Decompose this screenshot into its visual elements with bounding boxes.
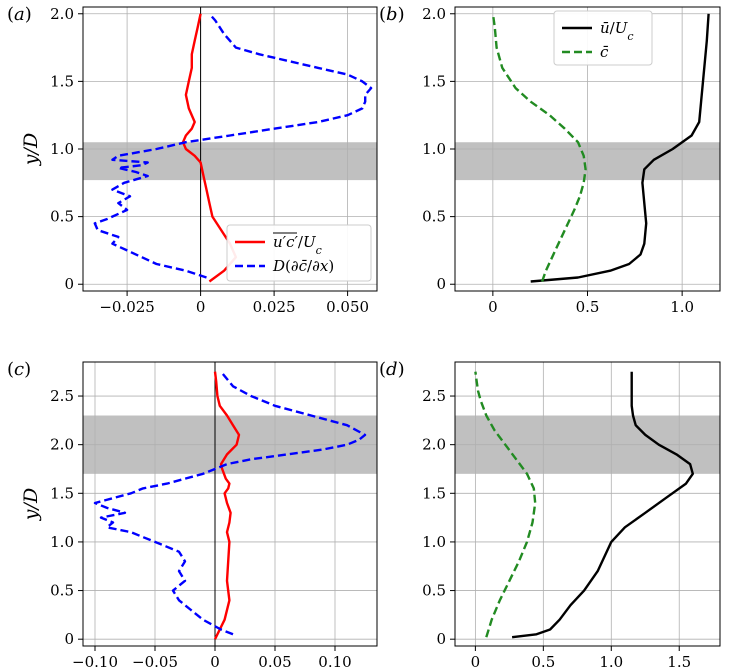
x-tick-label: 0 — [488, 298, 498, 316]
panel-a: −0.025 0 0.025 0.050 0 0.5 1.0 1.5 2.0 (a) y/D u′c′… — [7, 4, 378, 316]
x-tick-label: 1.0 — [670, 298, 694, 316]
y-axis-label: y/D — [20, 133, 42, 166]
y-tick-label: 1.5 — [50, 72, 74, 90]
legend-label: u′c′/Uc — [273, 233, 322, 257]
x-tick-label: 0.5 — [576, 298, 600, 316]
y-tick-label: 0.5 — [50, 582, 74, 600]
panel-label: (c) — [7, 359, 31, 380]
y-tick-label: 2.0 — [422, 5, 446, 23]
y-tick-label: 1.0 — [422, 140, 446, 158]
legend-label: D(∂c̄/∂x) — [272, 257, 334, 275]
x-tick-label: 0 — [471, 653, 481, 671]
y-tick-label: 0 — [64, 275, 74, 293]
axes-frame — [82, 361, 378, 647]
legend: u′c′/UcD(∂c̄/∂x) — [226, 224, 372, 282]
y-tick-label: 0 — [64, 630, 74, 648]
series-line-second — [491, 13, 587, 282]
y-tick-label: 1.5 — [422, 72, 446, 90]
y-tick-label: 2.0 — [50, 5, 74, 23]
panel-label: (b) — [379, 4, 405, 25]
x-tick-label: 1.0 — [599, 653, 623, 671]
y-tick-label: 1.5 — [50, 484, 74, 502]
panel-c: −0.10 −0.05 0 0.05 0.10 0 0.5 1.0 1.5 2.0 2.5 (c) y/… — [7, 359, 378, 671]
legend-label: ū/Uc — [600, 19, 634, 43]
x-tick-label: −0.10 — [72, 653, 118, 671]
series-line-first — [213, 371, 241, 640]
legend: ū/Ucc̄ — [553, 10, 653, 66]
x-tick-label: −0.05 — [132, 653, 178, 671]
x-tick-label: 1.5 — [667, 653, 691, 671]
y-tick-label: 1.0 — [50, 140, 74, 158]
y-tick-label: 2.5 — [50, 387, 74, 405]
x-tick-label: 0.05 — [258, 653, 291, 671]
series-line-second — [93, 370, 367, 636]
x-tick-label: 0 — [196, 298, 206, 316]
panel-label: (a) — [7, 4, 32, 25]
series-line-first — [530, 13, 710, 283]
panel-label: (d) — [379, 359, 405, 380]
x-tick-label: 0 — [210, 653, 220, 671]
y-axis-label: y/D — [20, 488, 42, 521]
y-tick-label: 2.5 — [422, 387, 446, 405]
x-tick-label: 0.025 — [253, 298, 296, 316]
y-tick-label: 0.5 — [50, 208, 74, 226]
y-tick-label: 1.0 — [422, 533, 446, 551]
y-tick-label: 0 — [436, 630, 446, 648]
panel-d: 0 0.5 1.0 1.5 0 0.5 1.0 1.5 2.0 2.5 (d) — [379, 359, 721, 671]
series-line-second — [474, 371, 537, 638]
x-tick-label: −0.025 — [99, 298, 155, 316]
series-line-second — [93, 13, 373, 279]
y-tick-label: 2.0 — [422, 436, 446, 454]
panel-b: 0 0.5 1.0 0 0.5 1.0 1.5 2.0 (b) ū/Ucc̄ — [379, 4, 721, 316]
legend-label: c̄ — [600, 43, 609, 61]
y-tick-label: 0.5 — [422, 208, 446, 226]
y-tick-label: 2.0 — [50, 436, 74, 454]
y-tick-label: 1.5 — [422, 484, 446, 502]
axes-frame — [454, 361, 721, 647]
series-line-first — [511, 371, 694, 639]
y-tick-label: 0.5 — [422, 582, 446, 600]
y-tick-label: 0 — [436, 275, 446, 293]
x-tick-label: 0.5 — [531, 653, 555, 671]
x-tick-label: 0.050 — [326, 298, 369, 316]
y-tick-label: 1.0 — [50, 533, 74, 551]
series-line-first — [181, 13, 238, 283]
x-tick-label: 0.10 — [318, 653, 351, 671]
